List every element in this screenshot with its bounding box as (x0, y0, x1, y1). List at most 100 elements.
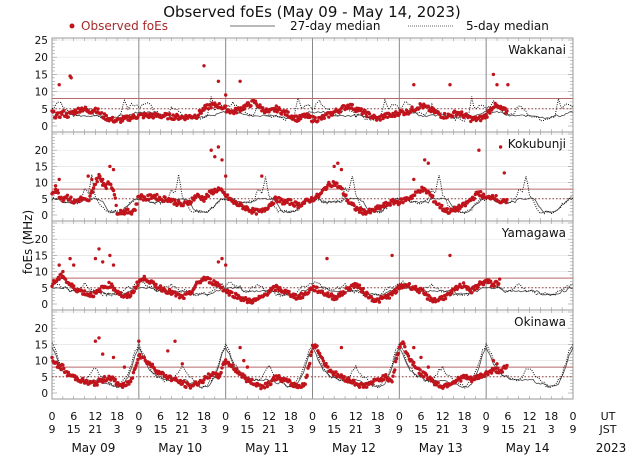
observed-point (307, 290, 311, 294)
x-tick-label-jst: 21 (262, 423, 276, 436)
observed-point (220, 366, 224, 370)
observed-point (367, 112, 372, 116)
observed-point (147, 197, 151, 202)
station-label: Wakkanai (508, 43, 566, 57)
observed-point (303, 382, 307, 386)
panel-wakkanai: 0 5 10 15 20 25 Wakkanai (35, 35, 574, 133)
observed-point (262, 386, 267, 390)
observed-point (407, 282, 411, 286)
observed-point (61, 363, 65, 367)
observed-point (166, 199, 170, 204)
observed-point (81, 376, 85, 381)
observed-point (182, 379, 186, 384)
observed-point (448, 83, 452, 87)
x-tick-label-ut: 0 (483, 410, 490, 423)
observed-point (136, 283, 140, 288)
observed-point (308, 361, 312, 366)
observed-point (87, 198, 91, 203)
observed-point (451, 114, 455, 118)
observed-point (124, 383, 128, 388)
observed-point (108, 253, 112, 258)
observed-point (344, 193, 348, 197)
observed-point (365, 114, 369, 119)
observed-point (486, 372, 490, 377)
x-tick-label-jst: 21 (175, 423, 189, 436)
observed-point (359, 107, 363, 111)
observed-point (274, 104, 278, 108)
observed-point (126, 207, 130, 212)
observed-point (385, 115, 390, 120)
day-label: May 09 (71, 441, 115, 455)
observed-point (244, 379, 249, 384)
observed-point (213, 155, 217, 159)
observed-point (412, 177, 416, 182)
observed-point (472, 196, 477, 201)
x-tick-label-ut: 0 (222, 410, 229, 423)
observed-point (293, 292, 297, 297)
observed-point (138, 197, 143, 201)
x-tick-label-ut: 6 (418, 410, 425, 423)
observed-point (72, 263, 76, 267)
observed-point (410, 105, 414, 109)
observed-point (339, 167, 344, 172)
x-tick-label-jst: 9 (483, 423, 490, 436)
observed-point (378, 207, 382, 211)
observed-point (138, 352, 142, 357)
observed-point (383, 204, 387, 209)
observed-point (320, 356, 325, 360)
observed-point (440, 294, 444, 299)
observed-point (391, 374, 395, 378)
observed-point (322, 116, 326, 121)
x-tick-label-ut: 0 (570, 410, 577, 423)
observed-point (101, 260, 105, 264)
x-tick-label-ut: 12 (436, 410, 450, 423)
observed-point (135, 202, 139, 206)
observed-point (104, 186, 109, 191)
observed-point (398, 200, 402, 205)
observed-point (505, 109, 509, 113)
observed-point (426, 365, 430, 369)
observed-point (65, 193, 70, 197)
observed-point (482, 374, 487, 379)
y-tick-label: 15 (35, 69, 48, 81)
observed-point (294, 382, 298, 386)
observed-point (448, 253, 452, 258)
observed-point (202, 64, 206, 68)
observed-point (495, 362, 499, 366)
observed-point (181, 203, 185, 208)
observed-point (493, 366, 497, 370)
observed-point (110, 115, 115, 120)
observed-point (178, 378, 183, 383)
observed-point (64, 112, 69, 116)
observed-point (459, 379, 463, 383)
x-tick-label-jst: 9 (570, 423, 577, 436)
observed-point (243, 374, 247, 378)
observed-point (129, 294, 133, 298)
observed-point (80, 289, 84, 293)
observed-point (208, 277, 212, 281)
observed-point (202, 199, 206, 203)
legend-median27-label: 27-day median (290, 19, 380, 33)
observed-point (122, 212, 127, 216)
observed-point (113, 196, 118, 200)
y-tick-label: 0 (41, 210, 48, 222)
observed-point (107, 280, 111, 285)
observed-point (426, 161, 430, 165)
observed-point (273, 288, 278, 292)
station-panels: 0 5 10 15 20 25 Wakkanai 0 5 10 15 20 Kokubunji 0 5 10 1… (35, 35, 574, 400)
x-tick-label-ut: 18 (197, 410, 211, 423)
observed-point (324, 361, 328, 366)
observed-point (313, 289, 317, 293)
observed-point (350, 103, 354, 107)
y-tick-label: 10 (35, 87, 48, 99)
x-tick-label-ut: 0 (309, 410, 316, 423)
x-tick-label-ut: 18 (544, 410, 558, 423)
observed-point (259, 386, 263, 391)
observed-point (394, 356, 399, 361)
observed-point (334, 370, 338, 374)
observed-point (114, 203, 118, 208)
observed-point (396, 351, 401, 356)
station-label: Kokubunji (508, 137, 566, 151)
observed-point (234, 367, 239, 371)
x-tick-label-ut: 18 (110, 410, 124, 423)
